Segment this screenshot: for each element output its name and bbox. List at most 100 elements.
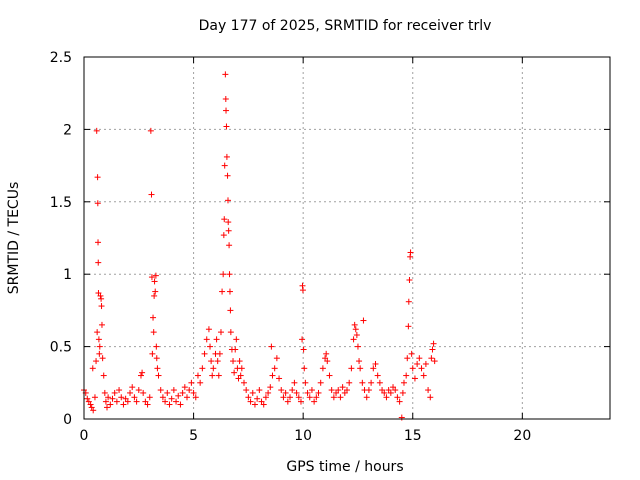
data-point (323, 350, 330, 357)
data-point (383, 394, 390, 401)
data-point (422, 360, 429, 367)
data-point (101, 389, 108, 396)
data-point (398, 414, 405, 421)
data-point (226, 288, 233, 295)
data-point (353, 332, 360, 339)
data-point (236, 358, 243, 365)
data-point (220, 271, 227, 278)
data-point (226, 271, 233, 278)
data-point (238, 365, 245, 372)
data-point (328, 387, 335, 394)
data-point (159, 394, 166, 401)
data-point (170, 387, 177, 394)
data-point (306, 394, 313, 401)
data-point (109, 395, 116, 402)
data-point (188, 379, 195, 386)
data-point (317, 379, 324, 386)
axis-ticks: 0 5 10 15 20 0 0.5 1 1.5 2 2.5 (50, 50, 610, 444)
data-point (427, 394, 434, 401)
data-point (337, 394, 344, 401)
data-point (96, 343, 103, 350)
data-point (140, 389, 147, 396)
data-point (153, 343, 160, 350)
data-point (190, 389, 197, 396)
data-points (81, 71, 438, 421)
data-point (425, 387, 432, 394)
data-point (95, 239, 102, 246)
data-point (224, 172, 231, 179)
data-point (324, 358, 331, 365)
data-point (405, 298, 412, 305)
data-point (94, 174, 101, 181)
data-point (430, 340, 437, 347)
data-point (431, 358, 438, 365)
data-point (91, 394, 98, 401)
data-point (409, 365, 416, 372)
data-point (213, 336, 220, 343)
data-point (219, 288, 226, 295)
data-point (215, 372, 222, 379)
data-point (153, 355, 160, 362)
data-point (359, 379, 366, 386)
data-point (99, 355, 106, 362)
data-point (240, 379, 247, 386)
data-point (365, 387, 372, 394)
data-point (233, 336, 240, 343)
data-point (98, 295, 105, 302)
x-tick-label: 10 (294, 428, 312, 444)
data-point (304, 389, 311, 396)
data-point (150, 329, 157, 336)
data-point (299, 287, 306, 294)
data-point (360, 317, 367, 324)
data-point (184, 394, 191, 401)
data-point (146, 394, 153, 401)
data-point (127, 389, 134, 396)
data-point (278, 387, 285, 394)
data-point (282, 389, 289, 396)
data-point (357, 365, 364, 372)
data-point (157, 387, 164, 394)
data-point (311, 398, 318, 405)
data-point (181, 384, 188, 391)
data-point (418, 365, 425, 372)
data-point (155, 372, 162, 379)
data-point (416, 355, 423, 362)
data-point (249, 389, 256, 396)
data-point (118, 394, 125, 401)
data-point (265, 389, 272, 396)
data-point (203, 336, 210, 343)
data-point (372, 360, 379, 367)
data-point (93, 127, 100, 134)
data-point (237, 372, 244, 379)
data-point (256, 387, 263, 394)
data-point (407, 249, 414, 256)
data-point (152, 288, 159, 295)
data-point (147, 127, 154, 134)
data-point (133, 398, 140, 405)
data-point (89, 365, 96, 372)
data-point (151, 292, 158, 299)
data-point (210, 365, 217, 372)
y-tick-label: 2 (63, 122, 72, 138)
data-point (420, 372, 427, 379)
data-point (346, 379, 353, 386)
data-point (139, 369, 146, 376)
data-point (208, 358, 215, 365)
data-point (335, 387, 342, 394)
data-point (287, 394, 294, 401)
data-point (227, 329, 234, 336)
data-point (217, 329, 224, 336)
data-point (162, 398, 169, 405)
data-point (96, 350, 103, 357)
data-point (168, 395, 175, 402)
data-point (102, 398, 109, 405)
data-point (97, 292, 104, 299)
data-point (199, 365, 206, 372)
data-point (352, 326, 359, 333)
plot-frame (83, 56, 611, 420)
data-point (221, 216, 228, 223)
data-point (315, 389, 322, 396)
data-point (177, 401, 184, 408)
data-point (223, 153, 230, 160)
